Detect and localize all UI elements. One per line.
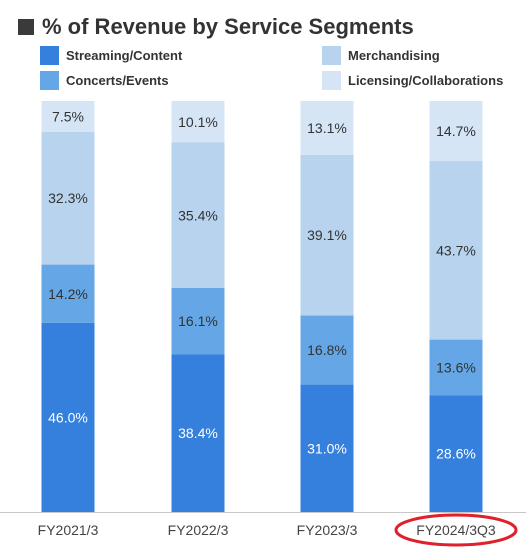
data-label-0-3: 28.6%: [436, 446, 476, 462]
bar-segment-2-1: [171, 142, 225, 289]
legend-label-licensing: Licensing/Collaborations: [348, 73, 504, 88]
legend-label-streaming: Streaming/Content: [66, 48, 183, 63]
bar-segment-3-0: [41, 101, 95, 132]
legend-swatch-concerts: [40, 71, 59, 90]
legend-label-merchandising: Merchandising: [348, 48, 440, 63]
x-tick-label-2: FY2023/3: [297, 522, 358, 538]
data-label-2-1: 35.4%: [178, 207, 218, 223]
bar-segment-2-0: [41, 131, 95, 265]
data-label-2-0: 32.3%: [48, 190, 88, 206]
bar-segment-1-0: [41, 264, 95, 323]
bar-segment-0-0: [41, 322, 95, 512]
legend-swatch-licensing: [322, 71, 341, 90]
data-label-3-3: 14.7%: [436, 123, 476, 139]
chart-title: % of Revenue by Service Segments: [42, 14, 414, 39]
data-label-2-2: 39.1%: [307, 227, 347, 243]
bar-segment-2-3: [429, 161, 483, 340]
legend-item-merchandising: Merchandising: [322, 46, 440, 65]
data-label-2-3: 43.7%: [436, 242, 476, 258]
highlight-ellipse: [394, 513, 518, 547]
data-label-3-2: 13.1%: [307, 120, 347, 136]
legend-item-streaming: Streaming/Content: [40, 46, 182, 65]
bar-segment-1-1: [171, 288, 225, 355]
bar-segment-3-1: [171, 101, 225, 143]
bar-segment-0-2: [300, 384, 354, 512]
bar-segment-3-3: [429, 101, 483, 162]
data-label-1-3: 13.6%: [436, 359, 476, 375]
legend-item-licensing: Licensing/Collaborations: [322, 71, 503, 90]
bar-segment-1-2: [300, 315, 354, 385]
legend-swatch-merchandising: [322, 46, 341, 65]
title-square-icon: [18, 19, 34, 35]
chart-title-row: % of Revenue by Service Segments: [18, 14, 414, 40]
bar-segment-0-3: [429, 395, 483, 512]
legend-item-concerts: Concerts/Events: [40, 71, 169, 90]
data-label-0-0: 46.0%: [48, 409, 88, 425]
legend-swatch-streaming: [40, 46, 59, 65]
x-tick-label-0: FY2021/3: [38, 522, 99, 538]
bar-segment-0-1: [171, 354, 225, 512]
bar-segment-3-2: [300, 101, 354, 155]
data-label-1-0: 14.2%: [48, 286, 88, 302]
bar-segment-1-3: [429, 339, 483, 396]
data-label-1-1: 16.1%: [178, 313, 218, 329]
data-label-0-1: 38.4%: [178, 425, 218, 441]
data-label-1-2: 16.8%: [307, 342, 347, 358]
legend-label-concerts: Concerts/Events: [66, 73, 169, 88]
data-label-3-1: 10.1%: [178, 114, 218, 130]
bar-segment-2-2: [300, 154, 354, 316]
x-tick-label-1: FY2022/3: [168, 522, 229, 538]
data-label-0-2: 31.0%: [307, 440, 347, 456]
x-tick-label-3: FY2024/3Q3: [416, 522, 496, 538]
data-label-3-0: 7.5%: [52, 108, 84, 124]
